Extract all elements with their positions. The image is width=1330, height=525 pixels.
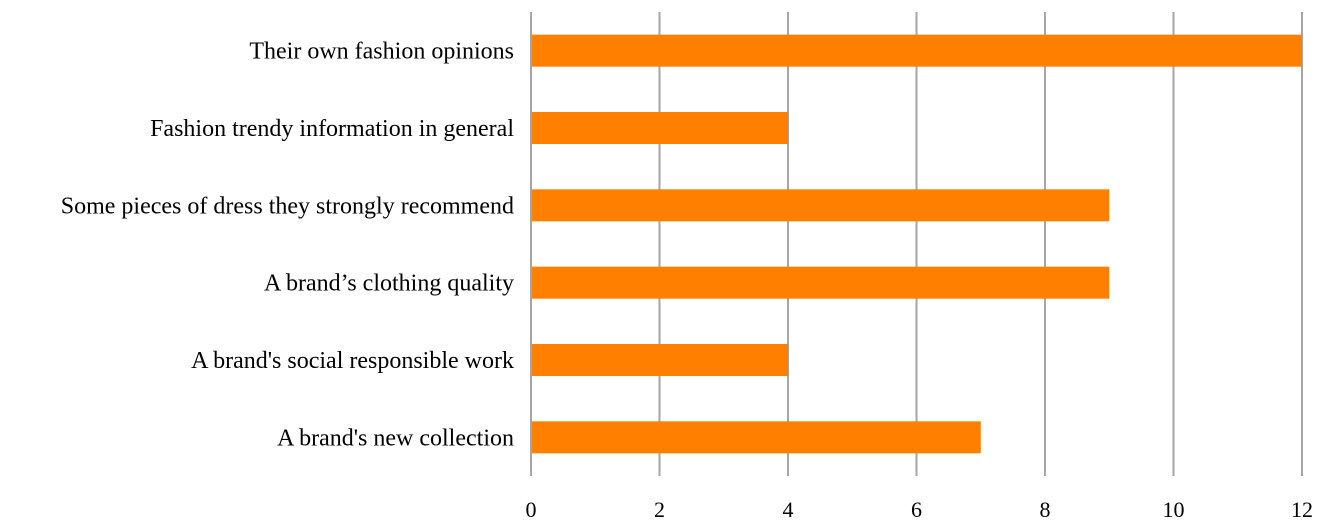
x-tick-label-10: 10 xyxy=(1163,497,1185,522)
category-label-5: A brand's social responsible work xyxy=(191,348,514,374)
category-label-1: Their own fashion opinions xyxy=(249,39,514,65)
bar-4 xyxy=(531,266,1110,299)
x-tick-label-8: 8 xyxy=(1040,497,1051,522)
category-labels: Their own fashion opinions Fashion trendy… xyxy=(61,39,515,452)
x-tick-label-0: 0 xyxy=(526,497,537,522)
bar-5 xyxy=(531,344,788,376)
gridlines xyxy=(658,12,1303,476)
category-label-6: A brand's new collection xyxy=(277,425,514,451)
bar-6 xyxy=(531,421,981,454)
x-tick-label-12: 12 xyxy=(1291,497,1313,522)
x-tick-labels: 0 2 4 6 8 10 12 xyxy=(526,497,1314,522)
x-tick-label-4: 4 xyxy=(783,497,794,522)
category-label-2: Fashion trendy information in general xyxy=(150,116,514,142)
category-label-3: Some pieces of dress they strongly recom… xyxy=(61,193,514,219)
bar-1 xyxy=(531,34,1302,67)
x-tick-label-2: 2 xyxy=(654,497,665,522)
bar-2 xyxy=(531,112,788,144)
bars xyxy=(531,34,1302,454)
bar-3 xyxy=(531,189,1110,222)
category-label-4: A brand’s clothing quality xyxy=(264,271,514,297)
x-tick-label-6: 6 xyxy=(911,497,922,522)
